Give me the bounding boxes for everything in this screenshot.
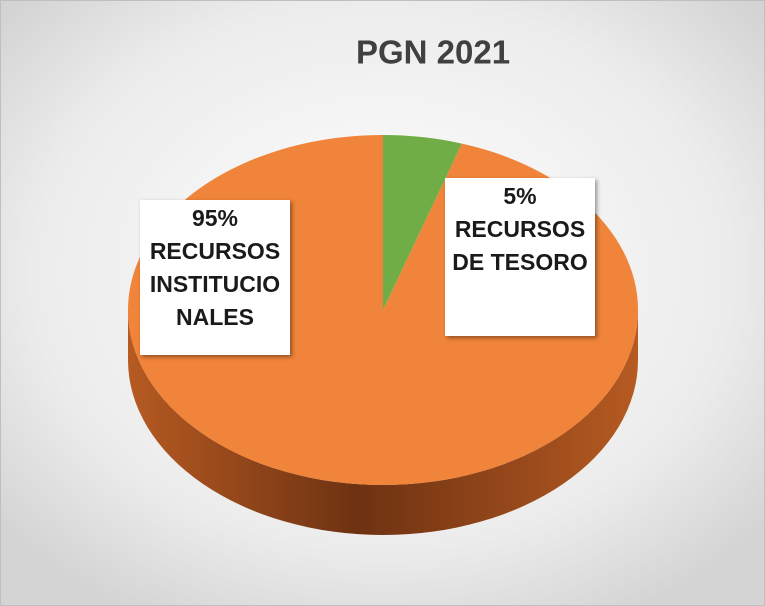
data-label: 95% RECURSOS INSTITUCIONALES — [140, 200, 290, 355]
data-label: 5% RECURSOS DE TESORO — [445, 178, 595, 336]
pie-slice — [383, 135, 462, 310]
label-value: 95% — [191, 205, 239, 231]
label-category: RECURSOS INSTITUCIONALES — [149, 238, 281, 330]
label-category: RECURSOS DE TESORO — [452, 216, 588, 275]
chart-title: PGN 2021 — [356, 34, 510, 71]
label-value: 5% — [503, 183, 537, 209]
pie-side — [128, 310, 638, 535]
